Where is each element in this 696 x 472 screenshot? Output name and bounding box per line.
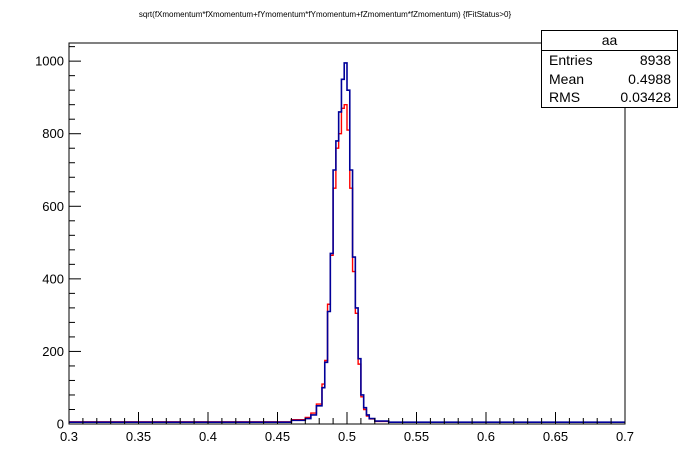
x-tick-label: 0.4: [199, 429, 217, 444]
stats-rms-value: 0.03428: [620, 89, 671, 105]
x-tick-label: 0.3: [60, 429, 78, 444]
y-tick-label: 200: [42, 344, 64, 359]
stats-mean-value: 0.4988: [628, 70, 671, 87]
stats-box: aa Entries 8938 Mean 0.4988 RMS 0.03428: [541, 30, 678, 108]
x-tick-label: 0.7: [616, 429, 634, 444]
stats-row-mean: Mean 0.4988: [542, 70, 677, 89]
x-tick-label: 0.55: [404, 429, 429, 444]
stats-row-rms: RMS 0.03428: [542, 88, 677, 107]
x-tick-label: 0.5: [338, 429, 356, 444]
y-tick-label: 800: [42, 126, 64, 141]
stats-row-entries: Entries 8938: [542, 51, 677, 70]
y-tick-label: 600: [42, 199, 64, 214]
stats-entries-value: 8938: [639, 52, 671, 68]
stats-entries-label: Entries: [549, 52, 593, 68]
x-tick-label: 0.65: [543, 429, 568, 444]
x-tick-label: 0.35: [126, 429, 151, 444]
y-tick-label: 0: [57, 417, 64, 432]
x-tick-label: 0.45: [265, 429, 290, 444]
x-tick-label: 0.6: [477, 429, 495, 444]
stats-mean-label: Mean: [549, 70, 585, 87]
chart-title: sqrt(fXmomentum*fXmomentum+fYmomentum*fY…: [139, 10, 512, 19]
y-tick-label: 1000: [35, 54, 64, 69]
histogram-series-2: [69, 62, 625, 423]
stats-title: aa: [542, 31, 677, 51]
y-tick-label: 400: [42, 271, 64, 286]
stats-rms-label: RMS: [549, 89, 581, 105]
